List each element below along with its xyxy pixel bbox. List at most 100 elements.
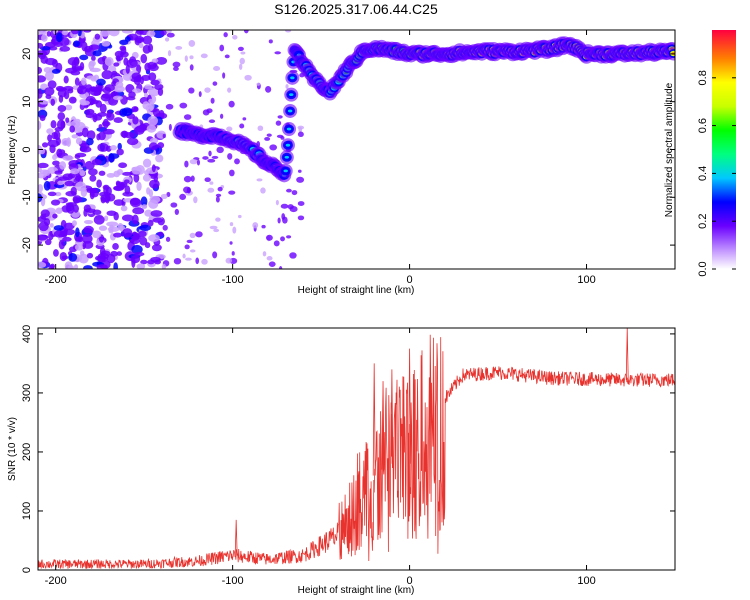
heatmap-cell bbox=[229, 169, 235, 177]
heatmap-cell bbox=[160, 30, 167, 36]
heatmap-cell bbox=[40, 30, 47, 36]
heatmap-cell bbox=[215, 217, 221, 222]
heatmap-cell bbox=[109, 224, 114, 230]
heatmap-cell bbox=[160, 193, 168, 200]
heatmap-cell bbox=[83, 208, 88, 217]
heatmap-cell bbox=[86, 252, 94, 259]
heatmap-cell bbox=[110, 145, 117, 151]
heatmap-cell bbox=[113, 85, 125, 93]
heatmap-cell bbox=[38, 184, 44, 193]
heatmap-cell bbox=[173, 257, 182, 265]
heatmap-cell bbox=[131, 166, 142, 175]
heatmap-cell bbox=[74, 244, 84, 251]
heatmap-cell bbox=[64, 261, 73, 269]
heatmap-cell bbox=[168, 123, 172, 131]
heatmap-cell bbox=[103, 215, 109, 222]
heatmap-cell bbox=[39, 100, 49, 105]
heatmap-cell bbox=[75, 227, 80, 238]
heatmap-cell bbox=[149, 137, 159, 144]
heatmap-cell bbox=[83, 219, 94, 225]
heatmap-cell bbox=[38, 89, 43, 99]
snr-line bbox=[38, 334, 675, 569]
heatmap-cell bbox=[155, 56, 168, 65]
snr-spike bbox=[625, 328, 629, 380]
spectrogram-x-label: Height of straight line (km) bbox=[298, 285, 415, 296]
heatmap-cell bbox=[44, 87, 55, 96]
heatmap-cell bbox=[113, 262, 118, 269]
colorbar-tick-label: 0.0 bbox=[697, 261, 709, 276]
heatmap-cell bbox=[148, 189, 154, 198]
heatmap-cell bbox=[96, 78, 106, 86]
heatmap-cell bbox=[93, 215, 105, 225]
heatmap-cell bbox=[100, 30, 111, 37]
heatmap-cell bbox=[52, 213, 58, 219]
heatmap-cell bbox=[70, 186, 77, 196]
heatmap-cell bbox=[88, 168, 98, 176]
heatmap-cell bbox=[148, 72, 157, 82]
heatmap-cell bbox=[170, 202, 178, 208]
heatmap-cell bbox=[146, 30, 156, 38]
heatmap-cell bbox=[44, 71, 54, 81]
heatmap-cell bbox=[179, 102, 188, 109]
heatmap-cell bbox=[116, 181, 124, 188]
heatmap-cell bbox=[54, 127, 64, 132]
heatmap-cell bbox=[154, 259, 162, 265]
heatmap-cell bbox=[47, 134, 53, 142]
heatmap-cell bbox=[98, 225, 108, 231]
heatmap-cell bbox=[286, 235, 292, 239]
snr-x-tick-label: -200 bbox=[45, 575, 67, 587]
heatmap-cell bbox=[152, 108, 161, 117]
snr-x-label: Height of straight line (km) bbox=[298, 585, 415, 596]
heatmap-cell bbox=[113, 62, 120, 67]
heatmap-cell bbox=[239, 57, 245, 65]
heatmap-cell bbox=[70, 30, 80, 35]
heatmap-cell bbox=[269, 144, 278, 151]
heatmap-cell bbox=[108, 30, 120, 37]
heatmap-cell bbox=[83, 265, 93, 269]
heatmap-cell bbox=[121, 107, 133, 116]
heatmap-cell bbox=[287, 109, 293, 113]
heatmap-cell bbox=[110, 250, 118, 257]
heatmap-cell bbox=[188, 39, 196, 47]
heatmap-cell bbox=[92, 230, 102, 239]
heatmap-cell bbox=[97, 112, 108, 117]
snr-y-label: SNR (10 * v/v) bbox=[7, 417, 18, 481]
heatmap-cell bbox=[204, 87, 211, 93]
heatmap-cell bbox=[38, 261, 47, 269]
heatmap-cell bbox=[265, 86, 272, 93]
heatmap-cell bbox=[133, 173, 140, 183]
heatmap-cell bbox=[125, 64, 130, 74]
heatmap-cell bbox=[132, 207, 145, 215]
heatmap-cell bbox=[38, 66, 43, 74]
spectrogram-x-tick-label: -100 bbox=[222, 274, 244, 286]
heatmap-cell bbox=[209, 181, 214, 185]
heatmap-cell bbox=[280, 203, 289, 209]
heatmap-cell bbox=[161, 263, 167, 269]
heatmap-cell bbox=[244, 74, 252, 81]
heatmap-cell bbox=[229, 222, 234, 227]
heatmap-cell bbox=[277, 217, 281, 224]
heatmap-cell bbox=[65, 204, 71, 212]
heatmap-cell bbox=[89, 174, 97, 182]
colorbar-tick-label: 0.2 bbox=[697, 214, 709, 229]
heatmap-cell bbox=[38, 42, 44, 49]
heatmap-cell bbox=[95, 100, 103, 108]
heatmap-cell bbox=[111, 70, 118, 76]
heatmap-cell bbox=[112, 243, 119, 250]
heatmap-cell bbox=[104, 84, 115, 92]
snr-x-tick-label: -100 bbox=[222, 575, 244, 587]
snr-spike bbox=[234, 519, 238, 556]
heatmap-cell bbox=[226, 126, 233, 132]
heatmap-cell bbox=[89, 60, 96, 67]
heatmap-cell bbox=[79, 54, 89, 61]
heatmap-cell bbox=[38, 216, 47, 222]
heatmap-cell bbox=[80, 188, 88, 197]
snr-y-tick-label: 400 bbox=[21, 325, 33, 343]
heatmap-cell bbox=[38, 172, 47, 179]
heatmap-cell bbox=[96, 179, 102, 188]
snr-y-tick-label: 0 bbox=[21, 567, 33, 573]
heatmap-cell bbox=[116, 168, 124, 175]
heatmap-cell bbox=[151, 58, 159, 63]
heatmap-cell bbox=[186, 187, 191, 194]
colorbar-gradient bbox=[712, 30, 736, 269]
